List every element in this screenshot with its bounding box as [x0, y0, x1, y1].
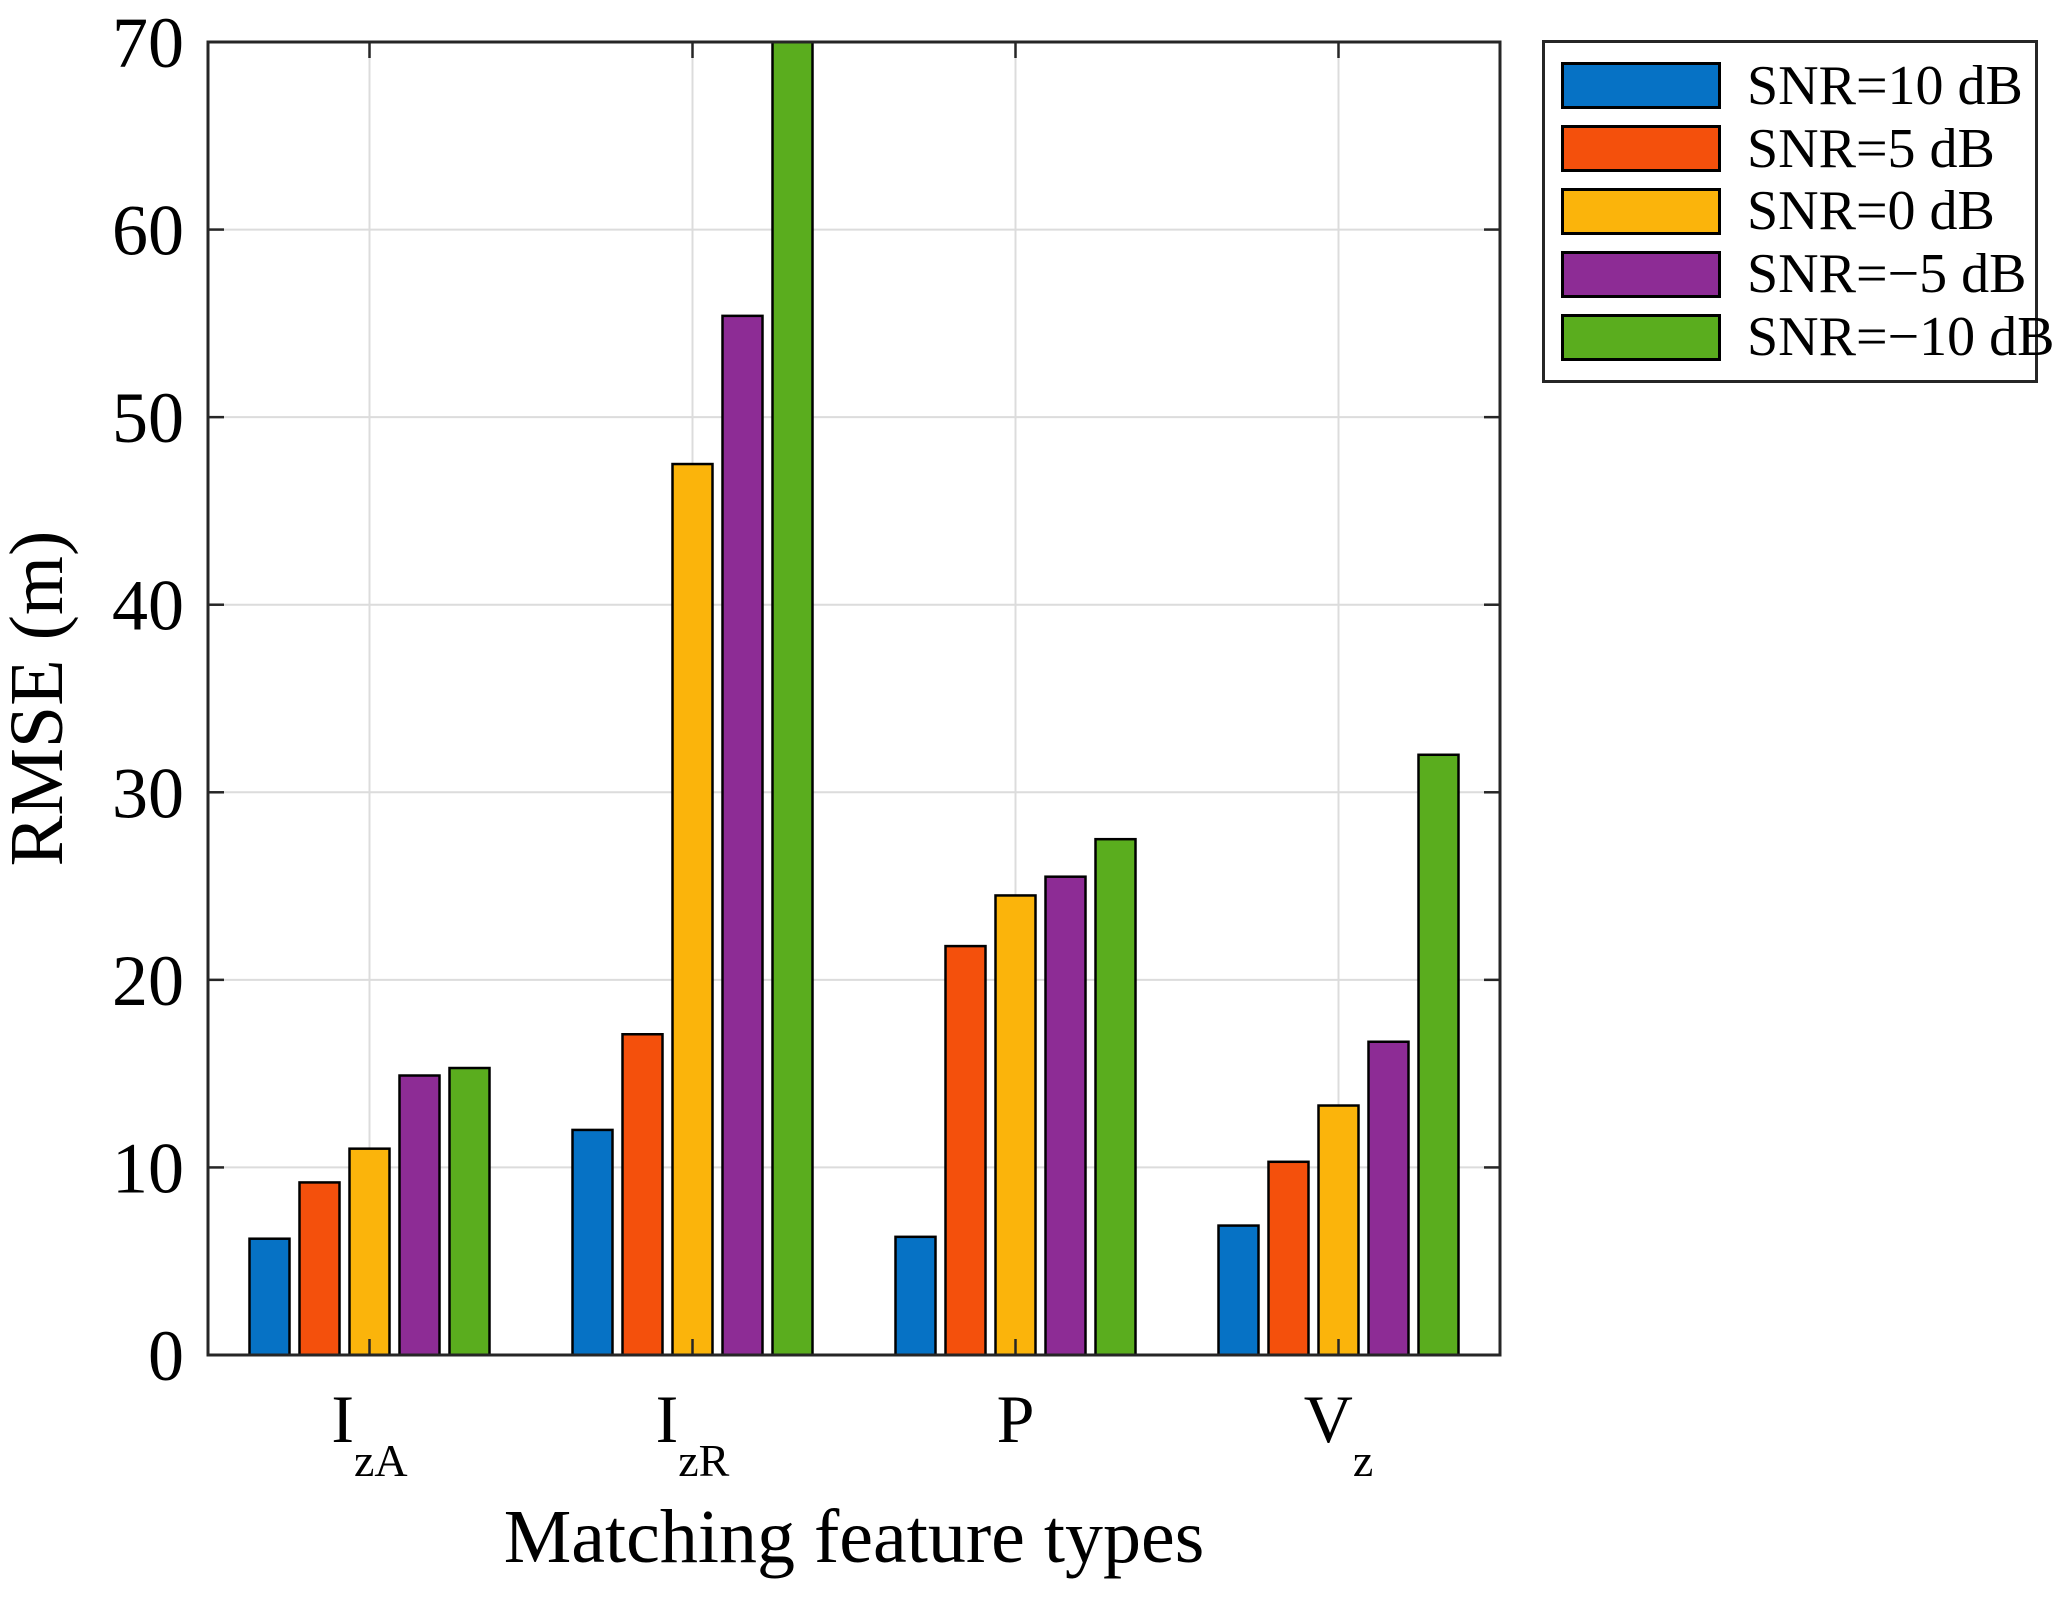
- x-tick-main: V: [1304, 1381, 1353, 1457]
- legend-item: SNR=0 dB: [1561, 183, 2027, 239]
- legend-item: SNR=5 dB: [1561, 121, 2027, 177]
- x-tick-subscript: z: [1353, 1435, 1373, 1486]
- bar-IzR-series1: [621, 1033, 664, 1357]
- y-tick-label: 70: [112, 3, 184, 83]
- legend-label: SNR=0 dB: [1747, 180, 1995, 243]
- bar-IzR-series3: [721, 314, 764, 1357]
- bar-IzR-series0: [571, 1128, 614, 1357]
- x-tick-label-IzA: IzA: [331, 1381, 407, 1486]
- x-tick-main: P: [997, 1381, 1035, 1457]
- axis-box: [206, 40, 1502, 1357]
- bar-P-series1: [944, 944, 987, 1357]
- x-tick-label-IzR: IzR: [656, 1381, 730, 1486]
- x-tick-label-Vz: Vz: [1304, 1381, 1374, 1486]
- bar-Vz-series1: [1267, 1160, 1310, 1357]
- bar-IzA-series1: [298, 1181, 341, 1357]
- x-tick-main: I: [331, 1381, 354, 1457]
- bar-IzA-series0: [248, 1237, 291, 1357]
- bar-Vz-series4: [1417, 753, 1460, 1357]
- bar-P-series0: [894, 1235, 937, 1357]
- legend-box: SNR=10 dB SNR=5 dB SNR=0 dB SNR=−5 dB SNR=−1…: [1542, 40, 2054, 383]
- x-tick-subscript: zR: [678, 1435, 729, 1486]
- y-tick-label: 60: [112, 191, 184, 271]
- x-axis-title: Matching feature types: [504, 1495, 1205, 1579]
- y-axis-title: RMSE (m): [0, 531, 79, 867]
- legend-label: SNR=5 dB: [1747, 117, 1995, 180]
- y-tick-label: 50: [112, 378, 184, 458]
- legend-swatch: [1561, 125, 1721, 173]
- legend-swatch: [1561, 62, 1721, 110]
- bar-Vz-series3: [1367, 1040, 1410, 1357]
- bar-IzA-series3: [398, 1074, 441, 1357]
- bar-IzR-series2: [671, 462, 714, 1357]
- legend-item: SNR=−5 dB: [1561, 246, 2027, 302]
- legend-swatch: [1561, 313, 1721, 361]
- legend-swatch: [1561, 250, 1721, 298]
- x-tick-main: I: [656, 1381, 679, 1457]
- bar-Vz-series2: [1317, 1104, 1360, 1357]
- bar-P-series4: [1094, 837, 1137, 1357]
- y-tick-label: 0: [148, 1316, 184, 1396]
- x-tick-subscript: zA: [354, 1435, 408, 1486]
- legend-label: SNR=−5 dB: [1747, 243, 2027, 306]
- legend-label: SNR=−10 dB: [1747, 306, 2055, 369]
- legend-item: SNR=10 dB: [1561, 58, 2027, 114]
- legend-label: SNR=10 dB: [1747, 54, 2023, 117]
- bar-IzA-series2: [348, 1147, 391, 1357]
- y-tick-label: 40: [112, 566, 184, 646]
- bar-P-series2: [994, 894, 1037, 1357]
- y-tick-label: 10: [112, 1128, 184, 1208]
- bar-IzA-series4: [448, 1066, 491, 1357]
- legend-item: SNR=−10 dB: [1561, 309, 2054, 365]
- bar-IzR-series4: [771, 40, 814, 1357]
- y-tick-label: 30: [112, 753, 184, 833]
- x-tick-label-P: P: [997, 1381, 1035, 1457]
- y-tick-label: 20: [112, 941, 184, 1021]
- bar-Vz-series0: [1217, 1224, 1260, 1357]
- legend-swatch: [1561, 187, 1721, 235]
- bar-P-series3: [1044, 875, 1087, 1357]
